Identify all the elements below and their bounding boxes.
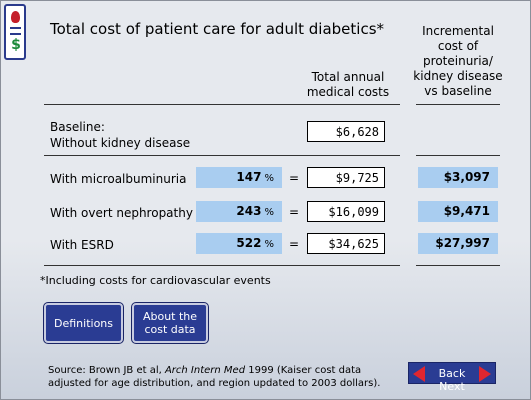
incremental-cost-cell: $3,097: [418, 167, 498, 188]
pct-cell: 522%: [196, 233, 282, 254]
cost-box: $9,725: [307, 167, 385, 188]
divider: [416, 104, 500, 105]
next-arrow-icon[interactable]: [479, 366, 491, 382]
pct-cell: 243%: [196, 201, 282, 222]
divider: [44, 104, 400, 105]
page-title: Total cost of patient care for adult dia…: [50, 20, 385, 38]
baseline-sublabel: Without kidney disease: [50, 136, 191, 150]
row-label-microalbuminuria: With microalbuminuria: [50, 172, 187, 186]
equals-sign: =: [288, 237, 300, 251]
definitions-button[interactable]: Definitions: [44, 303, 123, 343]
cost-box: $16,099: [307, 201, 385, 222]
equals-sign: =: [288, 171, 300, 185]
cost-box: $34,625: [307, 233, 385, 254]
total-cost-header: Total annual medical costs: [306, 70, 390, 99]
journal-name: Arch Intern Med: [164, 365, 246, 376]
incremental-cost-cell: $27,997: [418, 233, 498, 254]
back-next-nav[interactable]: Back Next: [408, 362, 496, 393]
divider: [44, 265, 400, 266]
row-label-overt-nephropathy: With overt nephropathy: [50, 206, 193, 220]
pct-cell: 147%: [196, 167, 282, 188]
divider: [44, 155, 400, 156]
baseline-label: Baseline:: [50, 120, 105, 134]
incremental-cost-header: Incremental cost of proteinuria/ kidney …: [413, 24, 503, 98]
source-citation: Source: Brown JB et al, Arch Intern Med …: [48, 365, 381, 389]
equals-sign: =: [288, 205, 300, 219]
footnote: *Including costs for cardiovascular even…: [40, 274, 271, 287]
back-arrow-icon[interactable]: [413, 366, 425, 382]
divider: [416, 265, 500, 266]
baseline-cost-box: $6,628: [307, 121, 385, 142]
row-label-esrd: With ESRD: [50, 238, 114, 252]
incremental-cost-cell: $9,471: [418, 201, 498, 222]
about-cost-data-button[interactable]: About the cost data: [132, 303, 208, 343]
nav-label: Back Next: [438, 367, 466, 393]
divider: [416, 155, 500, 156]
logo-icon: $: [4, 4, 26, 60]
